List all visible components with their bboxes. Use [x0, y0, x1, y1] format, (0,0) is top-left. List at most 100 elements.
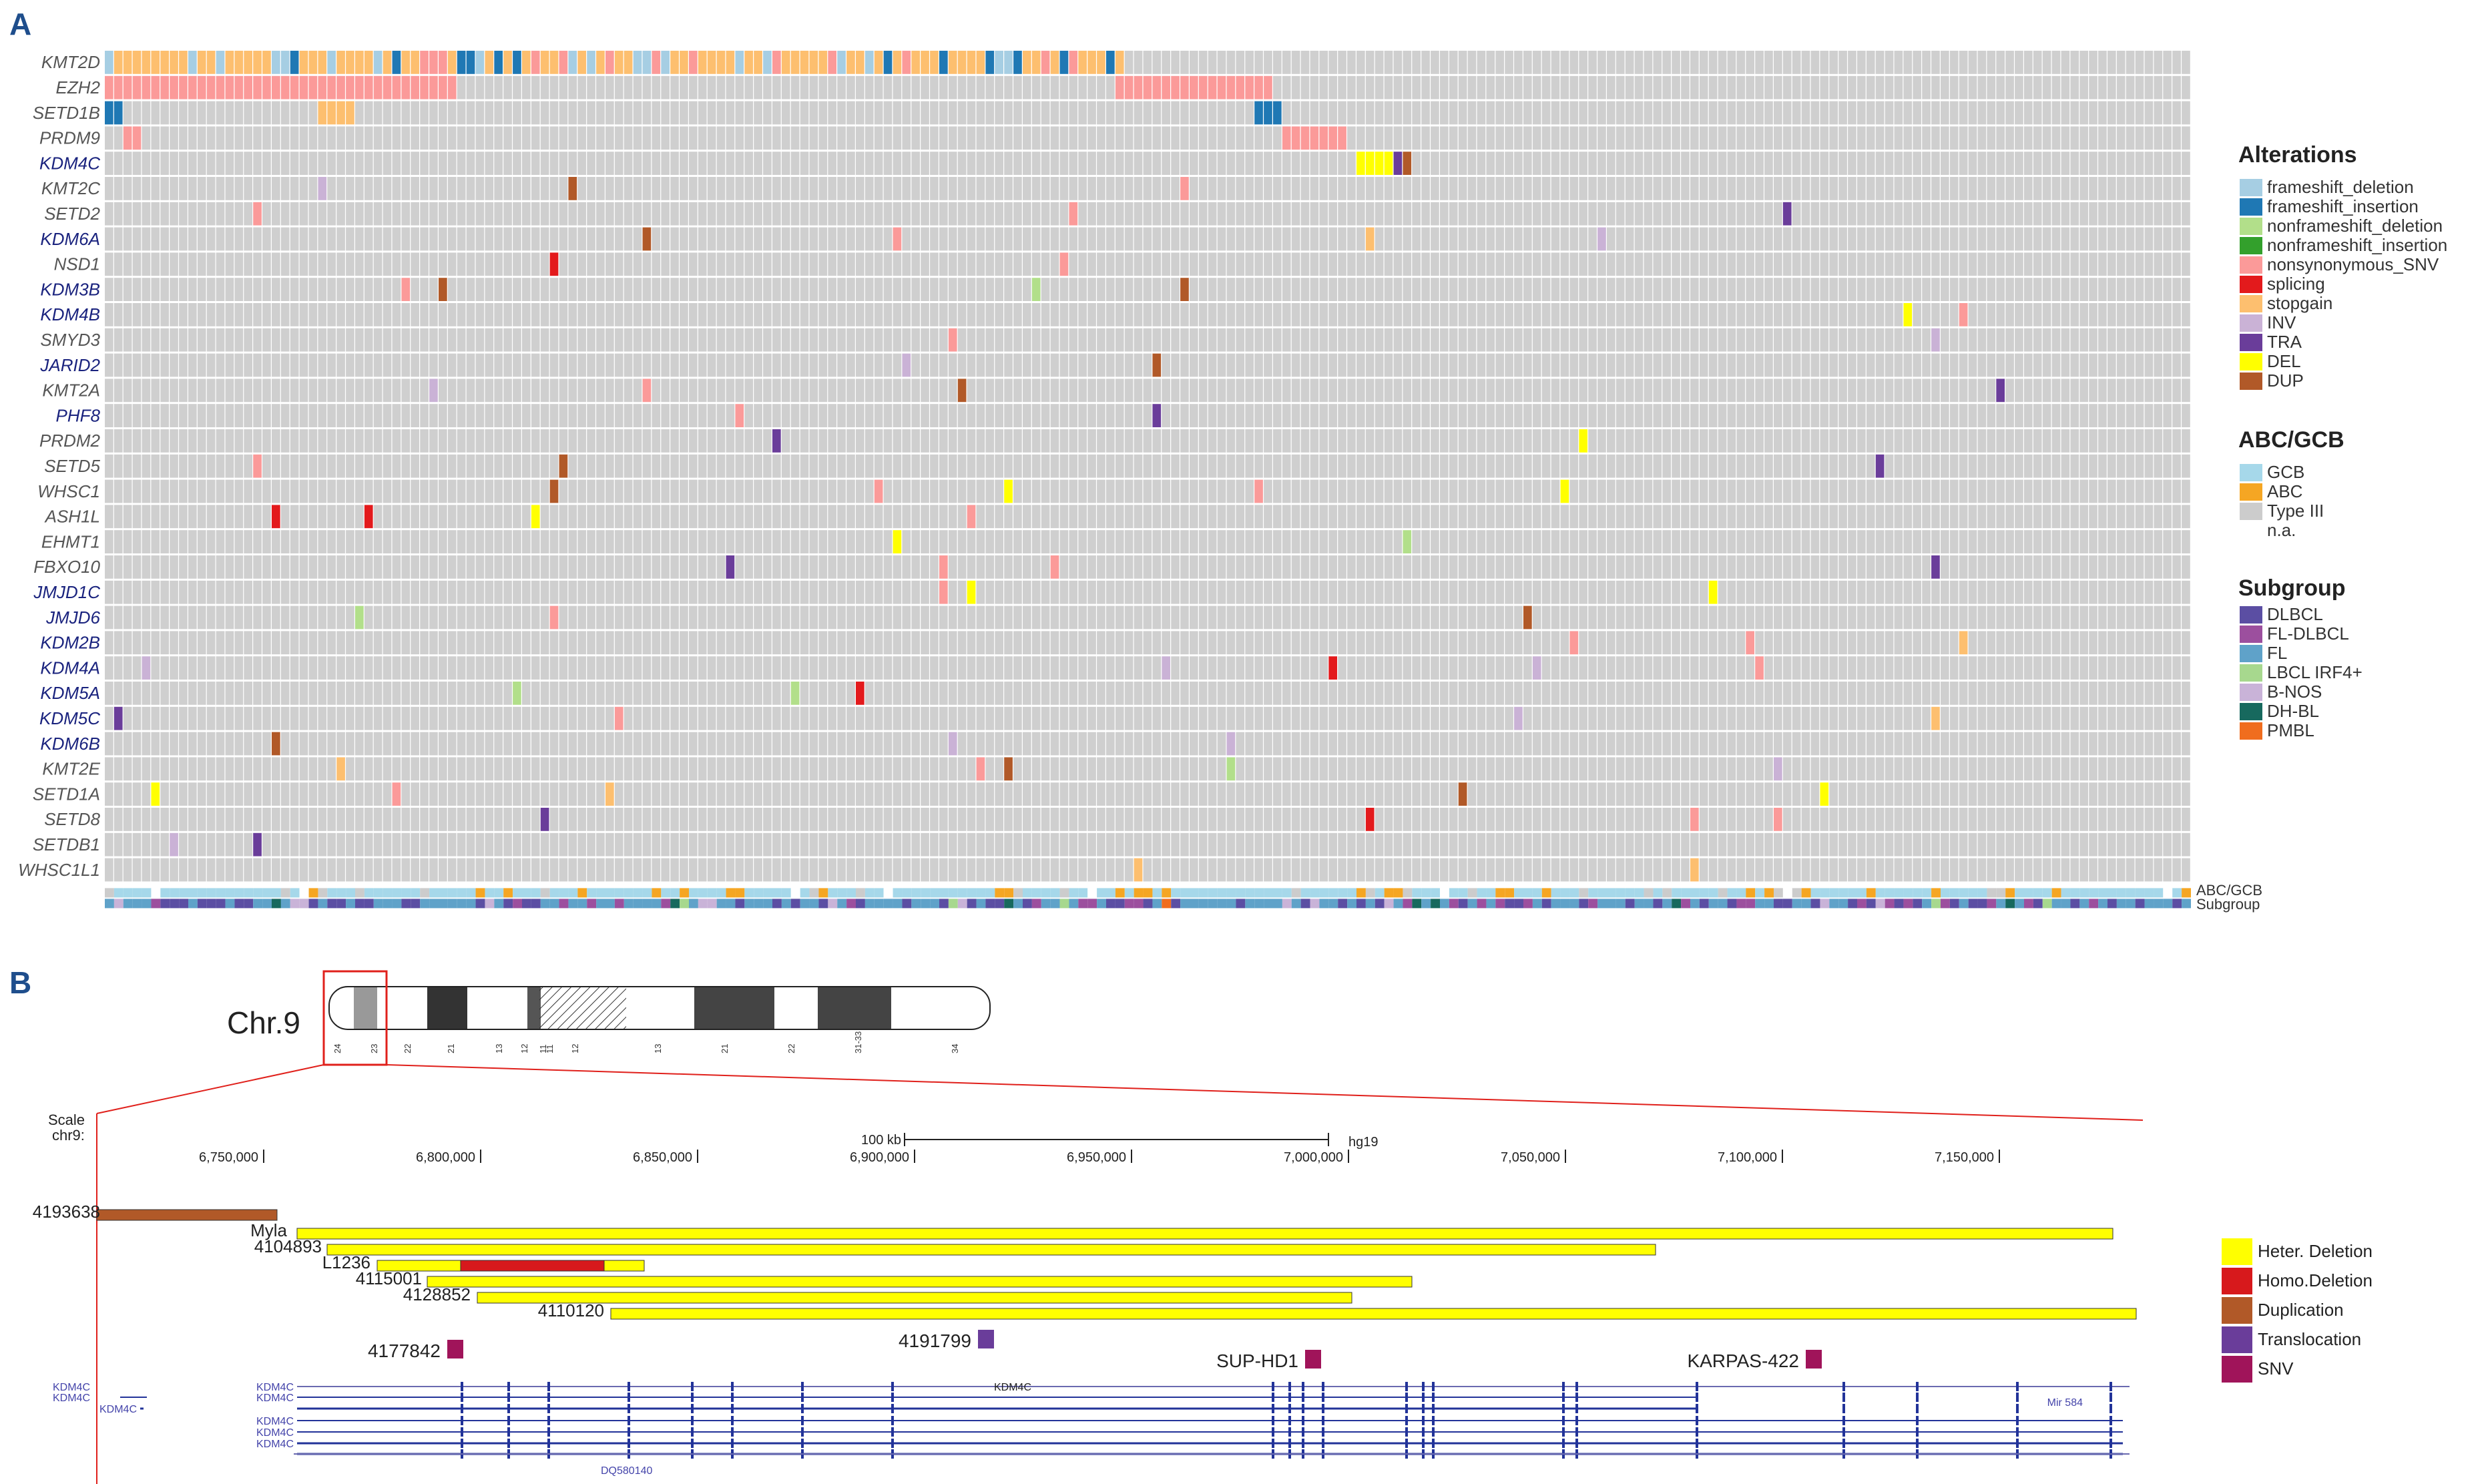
oncoprint-cell [1171, 328, 1180, 352]
oncoprint-cell [1672, 555, 1680, 579]
oncoprint-cell [735, 51, 744, 74]
oncoprint-cell [132, 530, 142, 553]
oncoprint-cell [1857, 126, 1866, 150]
oncoprint-cell [1431, 379, 1439, 403]
oncoprint-cell [1597, 353, 1606, 377]
oncoprint-cell [1356, 580, 1365, 604]
oncoprint-cell [179, 177, 188, 200]
oncoprint-cell [633, 303, 642, 326]
oncoprint-cell [2051, 303, 2061, 326]
oncoprint-cell [856, 227, 864, 251]
oncoprint-cell [244, 202, 253, 226]
oncoprint-cell [299, 126, 308, 150]
oncoprint-cell [1615, 303, 1625, 326]
oncoprint-cell [253, 177, 262, 200]
oncoprint-cell [1347, 379, 1356, 403]
oncoprint-cell [1782, 227, 1792, 251]
oncoprint-cell [280, 530, 290, 553]
oncoprint-cell [1829, 177, 1838, 200]
gene-row-kmt2c [105, 177, 2190, 200]
oncoprint-cell [577, 555, 587, 579]
oncoprint-cell [1903, 580, 1913, 604]
oncoprint-cell [392, 152, 401, 175]
oncoprint-cell [142, 429, 151, 453]
oncoprint-cell [1820, 328, 1829, 352]
oncoprint-cell [2182, 278, 2190, 301]
oncoprint-cell [754, 580, 762, 604]
oncoprint-cell [911, 404, 921, 427]
oncoprint-cell [2172, 51, 2181, 74]
oncoprint-cell [1412, 580, 1421, 604]
oncoprint-cell [1838, 126, 1847, 150]
oncoprint-cell [1532, 177, 1541, 200]
oncoprint-cell [1078, 252, 1087, 276]
oncoprint-cell [1375, 379, 1384, 403]
oncoprint-cell [1662, 227, 1672, 251]
oncoprint-cell [605, 101, 614, 125]
oncoprint-cell [1198, 505, 1208, 529]
oncoprint-cell [1987, 51, 1996, 74]
oncoprint-cell [1412, 202, 1421, 226]
oncoprint-cell [1662, 479, 1672, 503]
oncoprint-cell [1922, 303, 1931, 326]
oncoprint-cell [1097, 51, 1105, 74]
oncoprint-cell [698, 429, 707, 453]
oncoprint-cell [1903, 101, 1913, 125]
oncoprint-cell [2144, 252, 2154, 276]
oncoprint-cell [1190, 454, 1198, 478]
oncoprint-cell [179, 353, 188, 377]
oncoprint-cell [1848, 101, 1856, 125]
oncoprint-cell [1013, 328, 1022, 352]
oncoprint-cell [754, 530, 762, 553]
oncoprint-cell [1782, 555, 1792, 579]
oncoprint-cell [1662, 454, 1672, 478]
oncoprint-cell [2172, 227, 2181, 251]
oncoprint-cell [160, 75, 170, 99]
oncoprint-cell [1727, 479, 1736, 503]
oncoprint-cell [160, 505, 170, 529]
oncoprint-cell [151, 328, 160, 352]
oncoprint-cell [856, 126, 864, 150]
oncoprint-cell [735, 202, 744, 226]
oncoprint-cell [1477, 404, 1486, 427]
oncoprint-cell [1365, 152, 1375, 175]
oncoprint-cell [1996, 328, 2005, 352]
oncoprint-cell [1838, 202, 1847, 226]
oncoprint-cell [1023, 353, 1031, 377]
oncoprint-cell [1393, 404, 1403, 427]
oncoprint-cell [475, 252, 485, 276]
oncoprint-cell [2172, 202, 2181, 226]
oncoprint-cell [2182, 379, 2190, 403]
oncoprint-cell [1124, 505, 1134, 529]
oncoprint-cell [698, 152, 707, 175]
oncoprint-cell [1440, 555, 1449, 579]
oncoprint-cell [1597, 479, 1606, 503]
oncoprint-cell [1523, 379, 1532, 403]
oncoprint-cell [1393, 429, 1403, 453]
oncoprint-cell [1013, 353, 1022, 377]
oncoprint-cell [1801, 303, 1810, 326]
oncoprint-cell [1829, 278, 1838, 301]
oncoprint-cell [522, 51, 531, 74]
oncoprint-cell [522, 126, 531, 150]
oncoprint-cell [800, 429, 809, 453]
oncoprint-cell [1931, 379, 1940, 403]
oncoprint-cell [1124, 75, 1134, 99]
oncoprint-cell [605, 530, 614, 553]
oncoprint-cell [1662, 555, 1672, 579]
oncoprint-cell [1328, 101, 1338, 125]
oncoprint-cell [1588, 404, 1597, 427]
oncoprint-cell [726, 404, 735, 427]
oncoprint-cell [308, 278, 318, 301]
oncoprint-cell [1903, 51, 1913, 74]
oncoprint-cell [1198, 101, 1208, 125]
oncoprint-cell [1579, 505, 1588, 529]
oncoprint-cell [151, 75, 160, 99]
oncoprint-cell [1959, 379, 1968, 403]
oncoprint-cell [2144, 101, 2154, 125]
oncoprint-cell [1412, 252, 1421, 276]
oncoprint-cell [1134, 278, 1143, 301]
oncoprint-cell [244, 429, 253, 453]
oncoprint-cell [1690, 505, 1699, 529]
oncoprint-cell [1634, 505, 1644, 529]
